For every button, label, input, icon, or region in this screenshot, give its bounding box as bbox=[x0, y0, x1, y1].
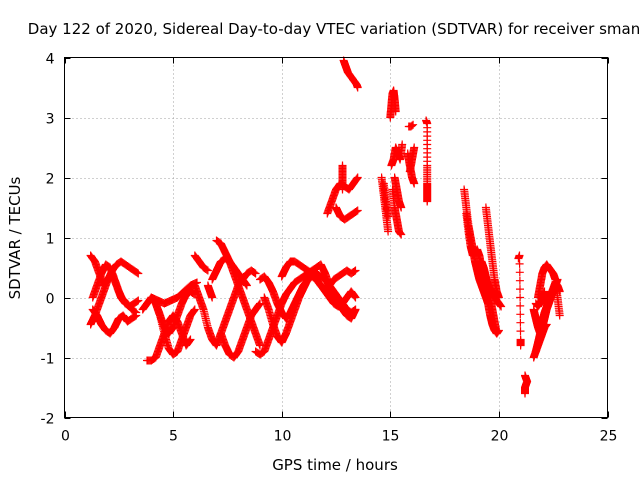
data-point bbox=[540, 287, 549, 296]
y-tick-label: -1 bbox=[41, 352, 55, 368]
y-tick-label: 1 bbox=[46, 232, 55, 248]
data-point bbox=[521, 389, 529, 398]
data-point bbox=[251, 269, 260, 278]
data-point bbox=[134, 296, 143, 305]
data-point bbox=[255, 300, 264, 309]
data-point bbox=[134, 269, 143, 278]
data-point bbox=[353, 206, 362, 215]
grid-lines bbox=[64, 57, 608, 418]
y-axis-label: SDTVAR / TECUs bbox=[6, 176, 24, 299]
data-point bbox=[203, 266, 212, 275]
data-point bbox=[132, 308, 141, 317]
x-tick-label: 0 bbox=[61, 429, 70, 445]
data-point bbox=[515, 251, 524, 260]
data-point bbox=[398, 140, 407, 149]
data-point bbox=[242, 281, 251, 290]
y-tick-label: -2 bbox=[41, 412, 55, 428]
data-point bbox=[516, 327, 525, 336]
data-point bbox=[353, 83, 362, 92]
data-point bbox=[351, 293, 360, 302]
x-tick-label: 25 bbox=[600, 429, 618, 445]
data-point bbox=[496, 301, 505, 310]
data-point bbox=[516, 318, 525, 327]
data-point bbox=[555, 311, 564, 320]
data-point bbox=[391, 107, 400, 116]
data-point bbox=[131, 307, 140, 316]
data-point bbox=[384, 212, 393, 221]
data-point bbox=[408, 121, 416, 130]
data-point bbox=[353, 173, 362, 182]
data-point bbox=[397, 230, 406, 239]
axis-ticks: 0 5 10 15 20 25 -2 -1 0 1 2 3 4 bbox=[41, 52, 618, 445]
data-point bbox=[351, 266, 360, 275]
plot-frame bbox=[64, 57, 608, 418]
chart-title: Day 122 of 2020, Sidereal Day-to-day VTE… bbox=[28, 20, 640, 38]
data-point bbox=[409, 120, 418, 129]
data-point bbox=[254, 301, 263, 310]
data-point bbox=[516, 293, 525, 302]
data-point bbox=[353, 174, 361, 183]
x-axis-label: GPS time / hours bbox=[272, 456, 398, 474]
data-point bbox=[189, 307, 198, 316]
x-tick-label: 5 bbox=[169, 429, 178, 445]
data-point bbox=[395, 228, 404, 237]
data-point bbox=[185, 337, 193, 346]
data-point bbox=[497, 302, 506, 311]
data-point bbox=[492, 329, 501, 338]
data-point bbox=[515, 259, 524, 268]
data-points bbox=[86, 56, 564, 398]
data-point bbox=[397, 203, 406, 212]
y-tick-label: 4 bbox=[46, 52, 55, 68]
data-point bbox=[384, 227, 393, 236]
data-point bbox=[202, 265, 211, 274]
data-point bbox=[185, 336, 194, 345]
x-tick-label: 15 bbox=[382, 429, 400, 445]
data-point bbox=[250, 268, 259, 277]
data-point bbox=[351, 305, 360, 314]
y-tick-label: 3 bbox=[46, 112, 55, 128]
data-point bbox=[515, 268, 524, 277]
data-point bbox=[516, 341, 525, 350]
data-point bbox=[208, 293, 217, 302]
data-point bbox=[516, 301, 525, 310]
data-point bbox=[396, 229, 405, 238]
data-point bbox=[423, 197, 432, 206]
data-point bbox=[133, 268, 142, 277]
data-point bbox=[350, 267, 359, 276]
data-point bbox=[350, 291, 359, 300]
data-point bbox=[190, 306, 199, 315]
y-tick-label: 2 bbox=[46, 172, 55, 188]
data-point bbox=[516, 285, 524, 294]
data-point bbox=[133, 297, 142, 306]
data-point bbox=[515, 276, 524, 285]
data-point bbox=[542, 320, 551, 329]
data-point bbox=[410, 179, 419, 188]
data-point bbox=[541, 322, 550, 331]
data-point bbox=[350, 292, 359, 301]
data-point bbox=[190, 305, 199, 314]
data-point bbox=[495, 300, 504, 309]
data-point bbox=[338, 185, 347, 194]
data-point bbox=[241, 279, 250, 288]
y-tick-label: 0 bbox=[46, 292, 55, 308]
data-point bbox=[542, 321, 550, 330]
data-point bbox=[352, 175, 361, 184]
data-point bbox=[242, 280, 251, 289]
data-point bbox=[352, 207, 361, 216]
data-point bbox=[186, 335, 195, 344]
x-tick-label: 20 bbox=[491, 429, 509, 445]
x-tick-label: 10 bbox=[274, 429, 292, 445]
data-point bbox=[516, 310, 525, 319]
data-point bbox=[410, 143, 419, 152]
